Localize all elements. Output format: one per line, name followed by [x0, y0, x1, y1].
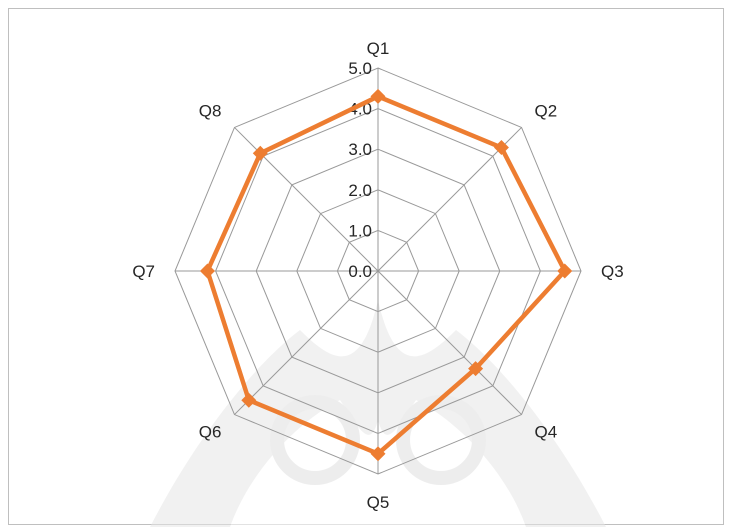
tick-label: 3.0: [348, 140, 372, 159]
category-label-q5: Q5: [367, 493, 390, 512]
category-label-q2: Q2: [535, 101, 558, 120]
data-point-q2: [493, 140, 509, 156]
data-point-q4: [468, 361, 484, 377]
data-point-q7: [199, 263, 215, 279]
tick-label: 0.0: [348, 262, 372, 281]
category-label-q4: Q4: [535, 423, 558, 442]
data-point-q6: [241, 392, 257, 408]
grid-spoke-q6: [234, 270, 379, 415]
data-point-q1: [370, 88, 386, 104]
tick-label: 2.0: [348, 181, 372, 200]
category-label-q8: Q8: [199, 101, 222, 120]
tick-label: 1.0: [348, 221, 372, 240]
series-layer: [199, 88, 573, 462]
grid-spoke-q2: [377, 127, 522, 272]
category-label-q7: Q7: [132, 262, 155, 281]
category-label-q6: Q6: [199, 423, 222, 442]
radar-grid: [174, 67, 582, 475]
category-labels: Q1 Q2 Q3 Q4 Q5 Q6 Q7 Q8: [132, 39, 623, 512]
grid-spoke-q4: [377, 270, 522, 415]
data-point-q5: [370, 446, 386, 462]
data-point-q3: [557, 263, 573, 279]
radial-tick-labels: 0.01.02.03.04.05.0: [348, 59, 372, 281]
tick-label: 5.0: [348, 59, 372, 78]
category-label-q3: Q3: [601, 262, 624, 281]
category-label-q1: Q1: [367, 39, 390, 58]
data-point-q8: [252, 145, 268, 161]
